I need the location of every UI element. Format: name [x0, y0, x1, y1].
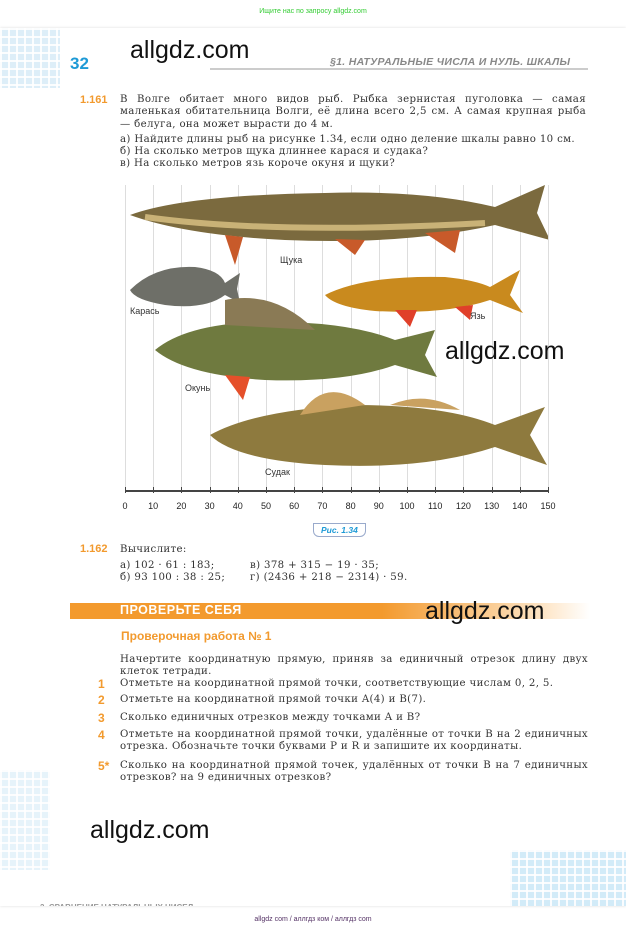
scale-tick-label: 120: [455, 501, 471, 511]
scale-tick: [378, 487, 380, 493]
grid-line: [125, 185, 126, 491]
scale-tick-label: 90: [373, 501, 384, 511]
problem-text: В Волге обитает много видов рыб. Рыбка з…: [120, 94, 586, 130]
pike-image: [130, 185, 548, 265]
fish-label-zander: Судак: [265, 467, 290, 477]
section-header: §1. НАТУРАЛЬНЫЕ ЧИСЛА И НУЛЬ. ШКАЛЫ: [330, 56, 571, 68]
task-text: Отметьте на координатной прямой точки A(…: [120, 694, 427, 705]
scale-tick-label: 130: [484, 501, 500, 511]
scale-tick: [125, 487, 126, 493]
problem-item: б) На сколько метров щука длиннее карася…: [120, 146, 429, 157]
problem-item: в) На сколько метров язь короче окуня и …: [120, 158, 396, 169]
fish-figure: Щука Карась Язь Окунь Судак: [125, 185, 549, 491]
fish-label-crucian: Карась: [130, 306, 160, 316]
next-page-header: 2. СРАВНЕНИЕ НАТУРАЛЬНЫХ ЧИСЕЛ: [40, 903, 193, 906]
grid-line: [491, 185, 493, 491]
scale-tick: [181, 487, 183, 493]
ide-image: [325, 270, 523, 327]
scale-tick: [491, 487, 493, 493]
scale-tick-label: 50: [260, 501, 272, 511]
check-banner-title: ПРОВЕРЬТЕ СЕБЯ: [120, 603, 242, 617]
scale-tick: [322, 487, 324, 493]
scale-tick-label: 0: [122, 501, 128, 511]
task-number: 1: [98, 677, 105, 691]
crucian-image: [130, 266, 240, 307]
scale-tick-label: 40: [232, 501, 243, 511]
scale-tick-label: 140: [512, 501, 528, 511]
scale-tick: [435, 487, 437, 493]
scale-tick-label: 60: [289, 501, 300, 511]
watermark: allgdz.com: [425, 597, 545, 625]
watermark: allgdz.com: [445, 337, 565, 365]
check-banner: [70, 603, 590, 619]
problem-number: 1.161: [80, 94, 108, 106]
figure-caption: Рис. 1.34: [313, 523, 366, 537]
expression: в) 378 + 315 − 19 · 35;: [250, 560, 379, 571]
fish-label-perch: Окунь: [185, 383, 211, 393]
scale-tick-label: 100: [399, 501, 415, 511]
scale-axis: 0 10 20 30 40 50 60 70 80 90 100 110 120 130 140 150: [122, 487, 556, 511]
expression: г) (2436 + 218 − 2314) · 59.: [250, 572, 408, 583]
scale-tick: [294, 487, 296, 493]
task-text: Сколько единичных отрезков между точками…: [120, 712, 421, 723]
task-text: Сколько на координатной прямой точек, уд…: [120, 760, 588, 784]
scale-tick-label: 70: [317, 501, 328, 511]
page-number: 32: [70, 54, 89, 73]
grid-line: [548, 185, 549, 491]
grid-line: [153, 185, 155, 491]
scale-tick: [407, 487, 408, 493]
decor-tiles: [0, 28, 60, 88]
scale-tick-label: 110: [428, 501, 443, 511]
scale-tick-label: 30: [204, 501, 215, 511]
grid-line: [435, 185, 437, 491]
scale-tick: [519, 487, 521, 493]
fish-label-ide: Язь: [470, 311, 486, 321]
zander-image: [210, 392, 547, 466]
scale-tick-label: 20: [176, 501, 187, 511]
fish-label-pike: Щука: [280, 255, 303, 265]
grid-line: [519, 185, 521, 491]
task-number: 5*: [98, 759, 110, 773]
test-intro: Начертите координатную прямую, приняв за…: [120, 654, 588, 678]
scale-tick-label: 150: [540, 501, 556, 511]
scale-tick: [266, 487, 267, 493]
grid-line: [463, 185, 465, 491]
expression: а) 102 · 61 : 183;: [120, 560, 215, 571]
header-rule: [210, 68, 588, 70]
footer: allgdz com / аллгдз ком / аллгдз com: [254, 916, 372, 923]
top-note: Ищите нас по запросу allgdz.com: [259, 8, 367, 15]
perch-image: [155, 298, 437, 400]
task-number: 3: [98, 711, 105, 725]
scale-tick: [463, 487, 465, 493]
task-text: Отметьте на координатной прямой точки, у…: [120, 729, 588, 753]
problem-number: 1.162: [80, 543, 108, 555]
scale-tick-label: 10: [148, 501, 159, 511]
problem-item: а) Найдите длины рыб на рисунке 1.34, ес…: [120, 134, 576, 145]
scale-tick-label: 80: [345, 501, 356, 511]
test-title: Проверочная работа № 1: [121, 629, 272, 643]
expression: б) 93 100 : 38 : 25;: [120, 572, 226, 583]
scale-tick: [548, 487, 549, 493]
scale-tick: [237, 487, 239, 493]
task-number: 2: [98, 693, 105, 707]
scale-tick: [153, 487, 155, 493]
task-number: 4: [98, 728, 105, 742]
watermark: allgdz.com: [130, 36, 250, 64]
scale-tick: [350, 487, 352, 493]
decor-tiles: [510, 850, 626, 906]
decor-tiles: [0, 770, 50, 870]
watermark: allgdz.com: [90, 816, 210, 844]
scale-tick: [209, 487, 211, 493]
task-text: Отметьте на координатной прямой точки, с…: [120, 678, 554, 689]
problem-title: Вычислите:: [120, 544, 187, 555]
